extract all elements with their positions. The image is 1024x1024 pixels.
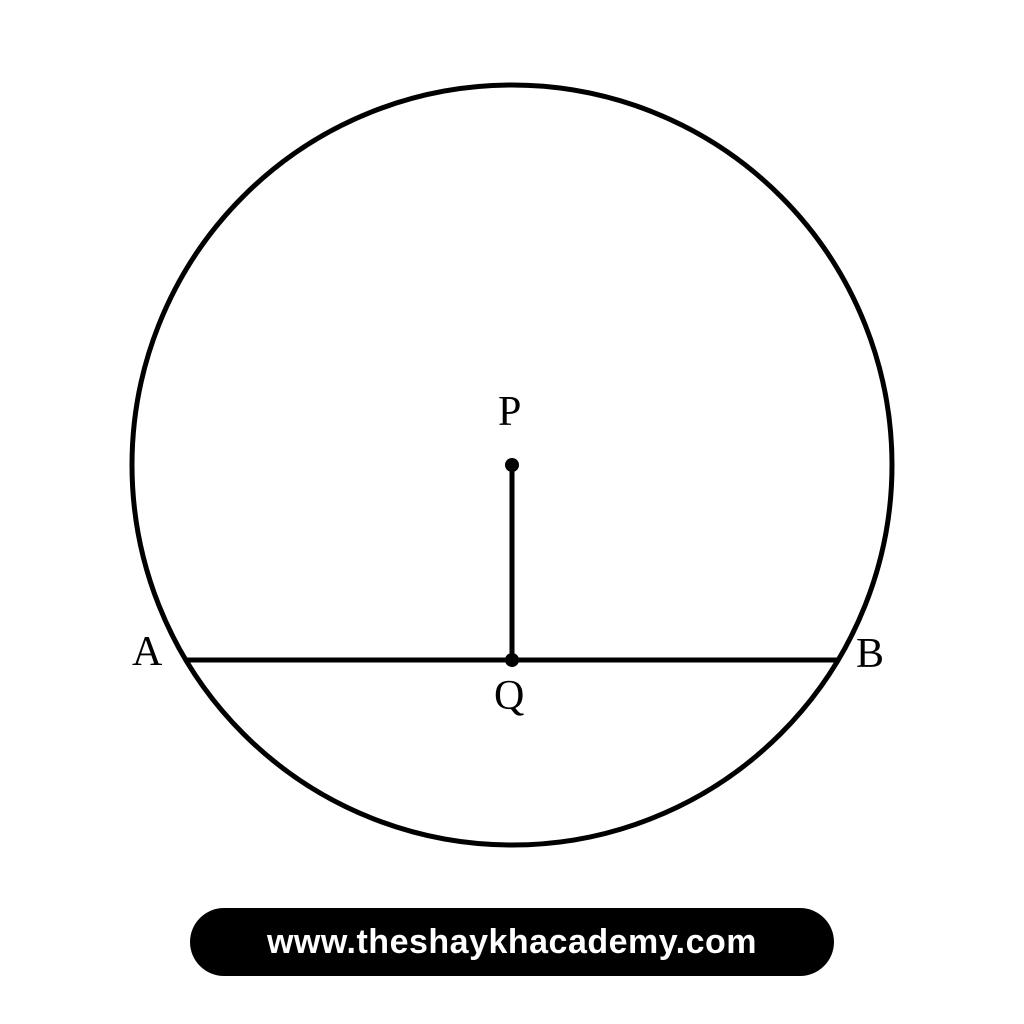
label-q: Q <box>494 672 524 720</box>
watermark-badge: www.theshaykhacademy.com <box>190 908 834 976</box>
label-p: P <box>498 388 521 436</box>
diagram-container: P Q A B www.theshaykhacademy.com <box>0 0 1024 1024</box>
point-q <box>505 653 519 667</box>
label-b: B <box>856 630 884 678</box>
watermark-text: www.theshaykhacademy.com <box>267 923 757 961</box>
point-p <box>505 458 519 472</box>
label-a: A <box>132 628 162 676</box>
geometry-svg <box>0 0 1024 1024</box>
